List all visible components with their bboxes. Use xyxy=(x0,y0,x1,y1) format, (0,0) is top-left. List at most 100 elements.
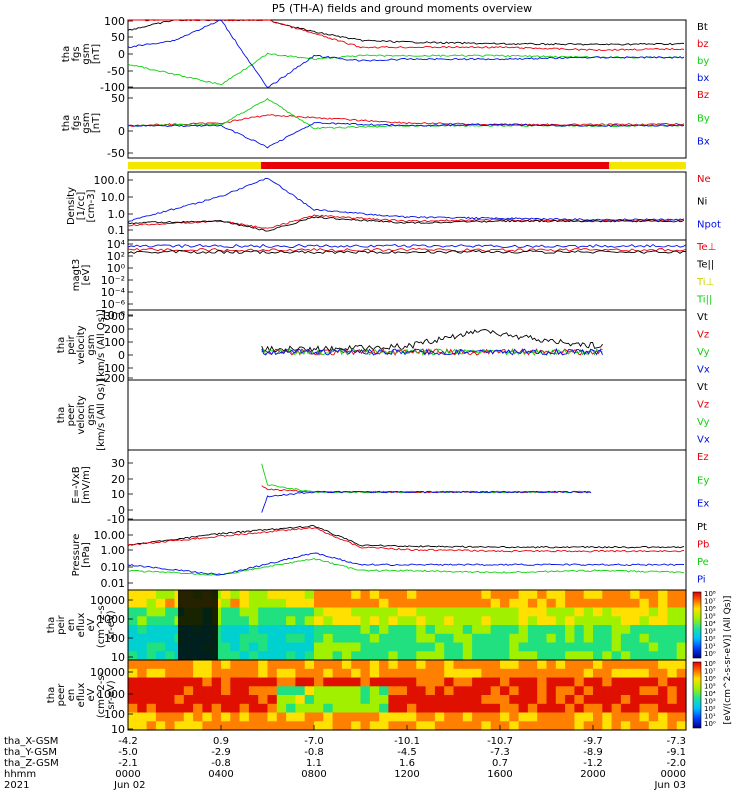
spectrogram-cell xyxy=(434,668,445,679)
spectrogram-cell xyxy=(286,668,296,679)
spectrogram-cell xyxy=(165,616,176,626)
spectrogram-cell xyxy=(527,668,538,679)
spectrogram-cell xyxy=(630,642,641,652)
spectrogram-cell xyxy=(146,607,157,617)
spectrogram-cell xyxy=(341,703,352,714)
spectrogram-cell xyxy=(639,590,650,600)
spectrogram-cell xyxy=(453,712,464,722)
spectrogram-cell xyxy=(574,668,585,679)
spectrogram-cell xyxy=(453,625,464,635)
spectrogram-cell xyxy=(667,633,678,644)
spectrogram-cell xyxy=(509,660,520,670)
y-tick-label: 200 xyxy=(104,323,125,336)
spectrogram-cell xyxy=(295,695,306,705)
spectrogram-cell xyxy=(221,651,231,661)
spectrogram-cell xyxy=(128,642,138,652)
spectrogram-cell xyxy=(490,695,501,705)
spectrogram-cell xyxy=(379,703,389,714)
spectrogram-cell xyxy=(434,598,445,609)
spectrogram-cell xyxy=(611,598,622,609)
spectrogram-cell xyxy=(304,598,315,609)
plot-title: P5 (TH-A) fields and ground moments over… xyxy=(272,2,532,15)
spectrogram-cell xyxy=(481,625,492,635)
spectrogram-cell xyxy=(453,677,464,687)
spectrogram-cell xyxy=(314,668,324,679)
spectrogram-cell xyxy=(416,625,427,635)
spectrogram-cell xyxy=(537,607,548,617)
legend-pe: Pe xyxy=(697,557,709,568)
spectrogram-cell xyxy=(434,677,445,687)
spectrogram-cell xyxy=(518,616,529,626)
spectrogram-cell xyxy=(639,598,650,609)
spectrogram-cell xyxy=(434,695,445,705)
spectrogram-cell xyxy=(425,625,436,635)
spectrogram-cell xyxy=(388,677,399,687)
spectrogram-cell xyxy=(583,660,594,670)
spectrogram-cell xyxy=(221,712,231,722)
spectrogram-cell xyxy=(332,703,343,714)
spectrogram-cell xyxy=(165,598,176,609)
spectrogram-cell xyxy=(341,651,352,661)
spectrogram-cell xyxy=(379,598,389,609)
spectrogram-cell xyxy=(425,616,436,626)
spectrogram-cell xyxy=(630,625,641,635)
legend-bx: Bx xyxy=(697,137,710,148)
spectrogram-cell xyxy=(416,598,427,609)
spectrogram-cell xyxy=(416,590,427,600)
spectrogram-cell xyxy=(500,598,510,609)
spectrogram-cell xyxy=(295,721,306,731)
spectrogram-cell xyxy=(323,712,334,722)
spectrogram-cell xyxy=(472,668,482,679)
spectrogram-cell xyxy=(555,651,566,661)
spectrogram xyxy=(128,660,687,731)
spectrogram-cell xyxy=(397,625,408,635)
axis-value: 0000 xyxy=(115,769,140,780)
spectrogram-cell xyxy=(155,598,166,609)
spectrogram-cell xyxy=(500,695,510,705)
spectrogram-cell xyxy=(527,607,538,617)
colorbar-tick: 10⁵ xyxy=(704,613,716,621)
y-axis-label: Density[1/cc][cm-3] xyxy=(66,187,97,225)
spectrogram-cell xyxy=(583,712,594,722)
spectrogram-cell xyxy=(555,721,566,731)
spectrogram-cell xyxy=(379,712,389,722)
spectrogram-cell xyxy=(481,668,492,679)
spectrogram-cell xyxy=(472,721,482,731)
spectrogram-cell xyxy=(509,703,520,714)
colorbar-tick: 10⁷ xyxy=(704,598,716,606)
spectrogram-cell xyxy=(258,598,269,609)
y-tick-label: 10.0 xyxy=(101,191,126,204)
spectrogram-cell xyxy=(481,590,492,600)
spectrogram-cell xyxy=(574,625,585,635)
spectrogram-cell xyxy=(611,686,622,696)
spectrogram-cell xyxy=(397,651,408,661)
spectrogram-cell xyxy=(202,695,213,705)
spectrogram-cell xyxy=(527,642,538,652)
axis-row-label: 2021 xyxy=(4,780,29,791)
spectrogram-cell xyxy=(639,703,650,714)
y-label-line: magt3 xyxy=(71,259,82,292)
spectrogram-cell xyxy=(397,686,408,696)
spectrogram-cell xyxy=(537,668,548,679)
spectrogram-cell xyxy=(658,686,668,696)
spectrogram-cell xyxy=(602,660,613,670)
spectrogram-cell xyxy=(462,598,473,609)
spectrogram-cell xyxy=(230,642,241,652)
spectrogram-cell xyxy=(593,686,603,696)
spectrogram-cell xyxy=(676,703,687,714)
spectrogram-cell xyxy=(630,607,641,617)
spectrogram-cell xyxy=(137,598,148,609)
trace-pi xyxy=(127,552,685,576)
legend-ex: Ex xyxy=(697,499,709,510)
axis-value: -0.8 xyxy=(304,747,324,758)
spectrogram-cell xyxy=(565,625,575,635)
spectrogram-cell xyxy=(369,607,380,617)
spectrogram-cell xyxy=(676,660,687,670)
spectrogram-cell xyxy=(230,607,241,617)
spectrogram-cell xyxy=(444,590,455,600)
spectrogram-cell xyxy=(639,677,650,687)
spectrogram-cell xyxy=(146,590,157,600)
spectrogram-cell xyxy=(360,695,371,705)
spectrogram-cell xyxy=(388,607,399,617)
spectrogram-cell xyxy=(230,651,241,661)
